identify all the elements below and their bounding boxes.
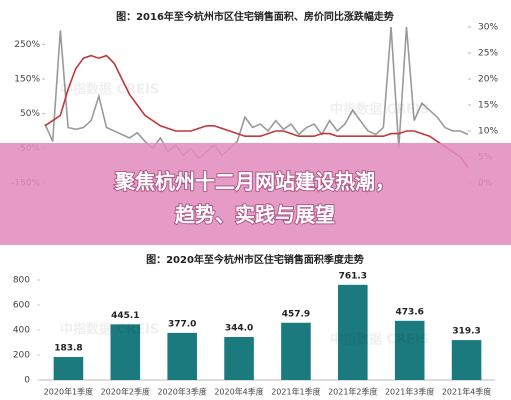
x-tick-label: 2021年1季度: [271, 387, 320, 397]
x-tick-label: 2021年3季度: [385, 387, 434, 397]
y-tick-label: 800: [13, 276, 30, 286]
value-label: 457.9: [282, 309, 310, 319]
bar: [224, 337, 254, 380]
bar: [451, 340, 482, 380]
x-tick-label: 2020年1季度: [44, 387, 93, 397]
watermark: 中指数据 CREIS: [60, 82, 159, 98]
watermark: 中指数据 CREIS: [330, 102, 429, 118]
bar: [53, 357, 84, 380]
y-tick-label: 50%: [20, 109, 40, 119]
y-tick-label: 200: [13, 351, 30, 361]
y2-tick-label: 25%: [478, 49, 498, 59]
bar: [281, 322, 311, 380]
y-tick-label: 250%: [14, 40, 40, 50]
x-tick-label: 2021年4季度: [442, 387, 491, 397]
value-label: 445.1: [111, 311, 139, 321]
line: [44, 26, 469, 160]
banner-line: 聚焦杭州十二月网站建设热潮，: [114, 170, 395, 194]
watermark: 中指数据 CREIS: [330, 332, 429, 348]
y-tick-label: 150%: [14, 75, 40, 85]
value-label: 761.3: [339, 271, 367, 281]
x-tick-label: 2020年4季度: [214, 387, 263, 397]
chart-title: 图：2016年至今杭州市区住宅销售面积、房价同比涨跌幅走势: [116, 10, 394, 23]
value-label: 377.0: [168, 319, 196, 329]
watermark: 中指数据 CREIS: [60, 322, 159, 338]
bar: [338, 284, 368, 380]
bar: [394, 320, 425, 380]
line: [44, 54, 469, 168]
bar: [110, 324, 141, 380]
y-tick-label: 600: [13, 301, 30, 311]
value-label: 344.0: [225, 324, 253, 334]
banner-line: 趋势、实践与展望: [175, 203, 335, 227]
y2-tick-label: 30%: [478, 23, 498, 33]
y2-tick-label: 20%: [478, 75, 498, 85]
y2-tick-label: 10%: [478, 127, 498, 137]
x-tick-label: 2020年2季度: [101, 387, 150, 397]
bar: [167, 332, 197, 380]
y-tick-label: 0: [24, 376, 30, 386]
x-tick-label: 2021年2季度: [328, 387, 377, 397]
value-label: 183.8: [54, 344, 82, 354]
value-label: 473.6: [395, 307, 423, 317]
x-tick-label: 2020年3季度: [157, 387, 206, 397]
charts: 图：2016年至今杭州市区住宅销售面积、房价同比涨跌幅走势 250% 150% 50%…: [11, 10, 498, 397]
banner-bg: [0, 143, 511, 245]
value-label: 319.3: [452, 327, 480, 337]
y2-tick-label: 15%: [478, 101, 498, 111]
y-tick-label: 400: [13, 326, 30, 336]
chart-title: 图：2020年至今杭州市区住宅销售面积季度走势: [146, 253, 364, 266]
